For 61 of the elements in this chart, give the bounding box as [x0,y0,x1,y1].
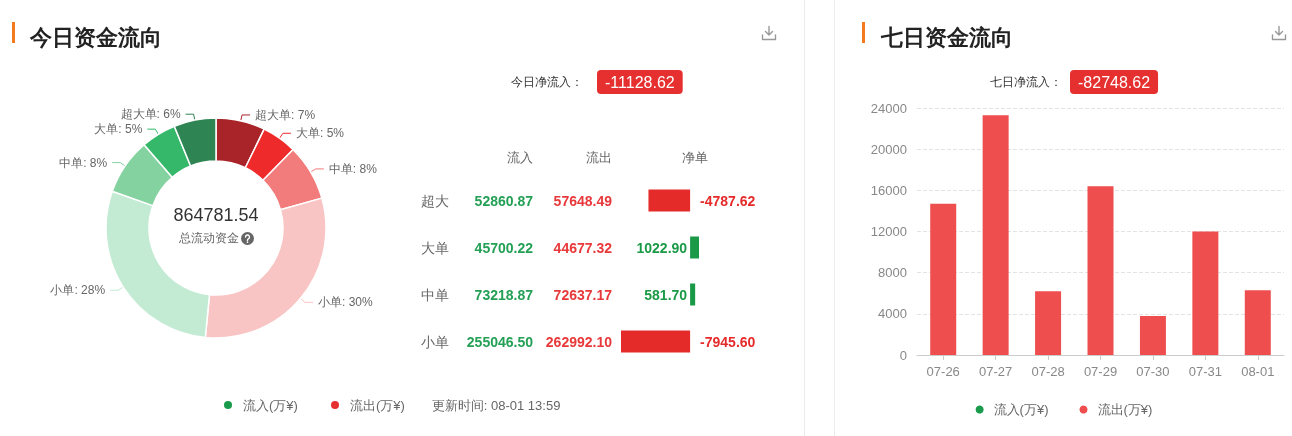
bar [982,115,1009,355]
data-label: -7945.60 [700,333,756,350]
slice-label: 大单: 5% [94,122,143,137]
text: 七日净流入： [990,75,1062,89]
text: 73218.87 [474,286,534,303]
bar [930,203,957,355]
x-tick-label: 07-27 [979,364,1013,379]
y-tick-label: 0 [899,347,907,363]
y-tick-label: 大单 [420,239,449,256]
legend-label: 流出(万¥) [1097,402,1153,417]
y-tick-label: 4000 [878,306,907,322]
x-tick-label: 07-30 [1136,364,1170,379]
text: 流出 [586,149,612,165]
x-tick-label: 07-29 [1083,364,1118,379]
text: 44677.32 [553,239,613,256]
text: 流入(万¥) [243,397,298,413]
slice-label: 小单: 30% [318,295,374,310]
text: -11128.62 [605,73,675,91]
slice-label: 中单: 8% [59,155,108,170]
text: 今日净流入： [511,75,583,89]
bar [1192,231,1219,355]
text: 总流动资金 [178,231,239,245]
text: 流入 [507,149,533,165]
bar [1139,315,1166,355]
bar [1244,290,1271,355]
chart-title: 七日资金流向 [880,24,1013,50]
text: 57648.49 [553,192,613,209]
y-tick-label: 中单 [420,286,449,303]
x-tick-label: 08-01 [1241,364,1275,379]
x-tick-label: 07-31 [1188,364,1222,379]
y-tick-label: 16000 [870,182,907,198]
y-tick-label: 12000 [870,224,907,239]
text: 255046.50 [466,333,534,350]
text: 72637.17 [553,286,613,303]
y-tick-label: 8000 [878,265,907,281]
chart-title: 今日资金流向 [29,24,162,50]
slice-label: 大单: 5% [295,126,345,141]
bar [1087,186,1114,355]
slice-label: 超大单: 6% [120,107,181,122]
y-tick-label: 小单 [420,333,449,350]
legend-label: 流入(万¥) [993,402,1049,417]
series-label: 净单 [682,149,708,165]
x-tick-label: 07-26 [926,364,960,379]
text: 262992.10 [545,333,613,350]
text: 45700.22 [474,239,534,256]
text: 52860.87 [474,192,534,209]
y-tick-label: 24000 [870,100,907,116]
slice-label: 小单: 28% [50,283,106,298]
y-tick-label: 20000 [870,141,907,157]
text: 864781.54 [173,205,259,225]
text: -82748.62 [1078,73,1151,91]
data-label: 581.70 [644,286,688,303]
y-tick-label: 超大 [420,192,449,209]
bar [1035,291,1062,355]
x-tick-label: 07-28 [1031,364,1065,379]
text: 更新时间: 08-01 13:59 [431,397,561,413]
data-label: -4787.62 [700,192,756,209]
slice-label: 中单: 8% [328,161,378,176]
slice-label: 超大单: 7% [255,107,316,122]
text: 流出(万¥) [349,397,405,413]
data-label: 1022.90 [636,239,688,256]
